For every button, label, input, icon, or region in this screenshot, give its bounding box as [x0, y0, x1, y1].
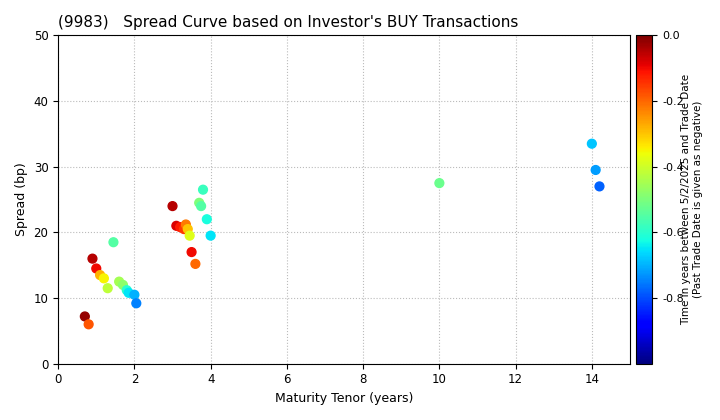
Point	[182, 226, 194, 232]
Point	[433, 180, 445, 186]
Point	[194, 200, 205, 206]
Point	[186, 249, 197, 255]
Point	[113, 278, 125, 285]
Text: (9983)   Spread Curve based on Investor's BUY Transactions: (9983) Spread Curve based on Investor's …	[58, 15, 518, 30]
Point	[171, 223, 182, 229]
Point	[98, 275, 109, 282]
Point	[94, 272, 106, 278]
Point	[117, 281, 129, 288]
Point	[102, 285, 114, 291]
Y-axis label: Time in years between 5/2/2025 and Trade Date
(Past Trade Date is given as negat: Time in years between 5/2/2025 and Trade…	[681, 74, 703, 325]
Point	[180, 221, 192, 228]
Point	[586, 140, 598, 147]
Point	[594, 183, 606, 190]
Point	[174, 224, 186, 231]
Point	[590, 167, 601, 173]
Point	[178, 226, 189, 232]
Point	[79, 313, 91, 320]
Point	[130, 300, 142, 307]
Point	[129, 291, 140, 298]
Point	[83, 321, 94, 328]
Point	[123, 289, 135, 296]
Point	[201, 216, 212, 223]
X-axis label: Maturity Tenor (years): Maturity Tenor (years)	[275, 392, 413, 405]
Point	[205, 232, 217, 239]
Point	[108, 239, 120, 246]
Point	[86, 255, 98, 262]
Point	[167, 203, 179, 210]
Point	[189, 260, 201, 267]
Point	[184, 232, 195, 239]
Y-axis label: Spread (bp): Spread (bp)	[15, 163, 28, 236]
Point	[197, 186, 209, 193]
Point	[91, 265, 102, 272]
Point	[195, 203, 207, 210]
Point	[121, 287, 132, 294]
